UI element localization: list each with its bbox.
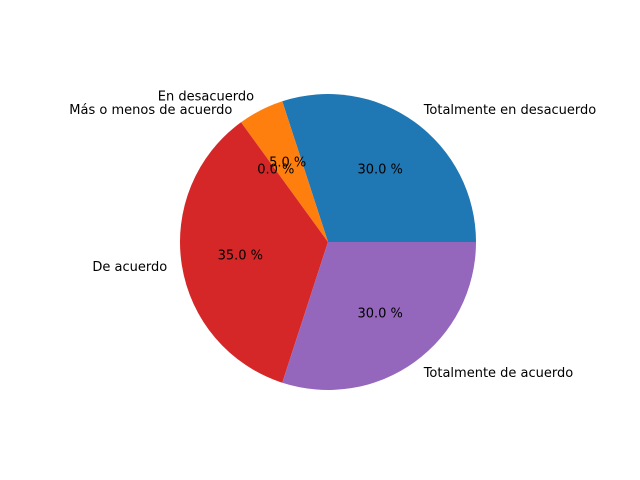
pie-slice-totalmente-de-acuerdo (282, 242, 476, 390)
pie-slice-en-desacuerdo (241, 101, 328, 242)
slice-label-mas-o-menos-de-acuerdo: Más o menos de acuerdo (69, 103, 232, 118)
slice-percent-totalmente-en-desacuerdo: 30.0 % (357, 163, 402, 178)
slice-label-totalmente-de-acuerdo: Totalmente de acuerdo (423, 366, 574, 381)
slice-percent-totalmente-de-acuerdo: 30.0 % (357, 306, 402, 321)
slice-label-totalmente-en-desacuerdo: Totalmente en desacuerdo (423, 103, 597, 118)
pie-slice-totalmente-en-desacuerdo (282, 93, 476, 242)
slice-percent-de-acuerdo: 35.0 % (218, 248, 263, 263)
slice-percent-mas-o-menos-de-acuerdo: 0.0 % (257, 163, 294, 178)
pie-labels: Totalmente en desacuerdo 30.0 % En desacue… (69, 89, 596, 381)
slice-label-en-desacuerdo: En desacuerdo (158, 89, 254, 104)
pie-slice-de-acuerdo (179, 122, 328, 383)
slice-percent-en-desacuerdo: 5.0 % (269, 155, 306, 170)
slice-label-de-acuerdo: De acuerdo (92, 260, 167, 275)
pie-slices (179, 93, 476, 390)
